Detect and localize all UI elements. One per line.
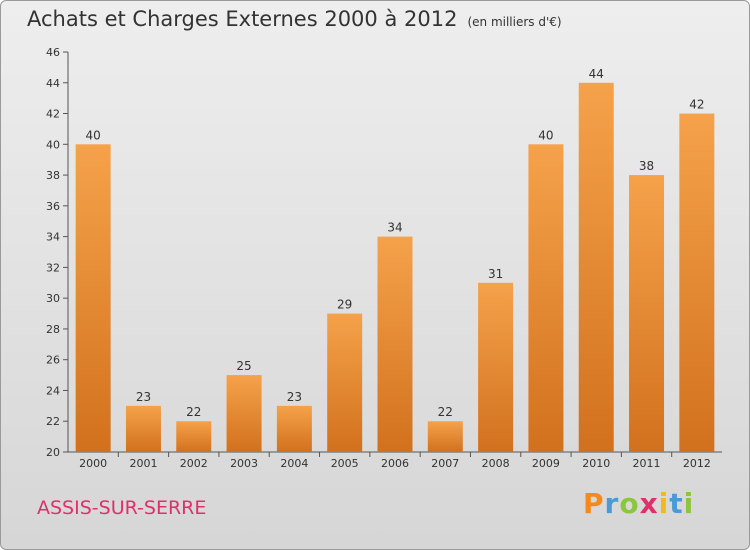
- x-tick-label: 2004: [280, 457, 308, 470]
- x-tick-label: 2007: [431, 457, 459, 470]
- logo-letter: i: [683, 487, 695, 520]
- bar: [478, 282, 514, 452]
- data-label: 40: [538, 128, 553, 142]
- x-tick-label: 2006: [381, 457, 409, 470]
- x-tick-label: 2000: [79, 457, 107, 470]
- y-tick-label: 28: [46, 323, 60, 336]
- bar: [629, 175, 665, 453]
- chart-title: Achats et Charges Externes 2000 à 2012 (e…: [27, 7, 562, 31]
- x-tick-label: 2005: [331, 457, 359, 470]
- data-label: 23: [287, 390, 302, 404]
- y-tick-label: 22: [46, 415, 60, 428]
- x-tick-label: 2002: [180, 457, 208, 470]
- data-label: 25: [236, 359, 251, 373]
- bar: [327, 313, 363, 452]
- x-axis: 2000 2001 2002 2003 2004 2005 2006 2007 2008 2009…: [68, 451, 722, 470]
- city-name: ASSIS-SUR-SERRE: [37, 497, 207, 519]
- x-tick-label: 2003: [230, 457, 258, 470]
- y-tick-label: 20: [46, 446, 60, 459]
- bar: [125, 405, 161, 452]
- y-axis: 20 22 24 26 28 30 32 34 36 38 40 42 44 46: [46, 46, 69, 459]
- y-tick-label: 38: [46, 169, 60, 182]
- bar: [226, 375, 262, 452]
- data-label: 29: [337, 298, 352, 312]
- bar: [276, 405, 312, 452]
- logo-letter: o: [619, 487, 640, 520]
- bar: [578, 82, 614, 453]
- data-label: 34: [387, 221, 402, 235]
- data-label: 42: [689, 98, 704, 112]
- x-tick-label: 2008: [482, 457, 510, 470]
- logo-letter: x: [639, 487, 659, 520]
- x-tick-label: 2011: [633, 457, 661, 470]
- y-tick-label: 44: [46, 77, 60, 90]
- logo-letter: P: [583, 487, 605, 520]
- y-tick-label: 36: [46, 200, 60, 213]
- x-tick-label: 2009: [532, 457, 560, 470]
- y-tick-label: 26: [46, 354, 60, 367]
- bar: [377, 236, 413, 452]
- y-tick-label: 32: [46, 261, 60, 274]
- data-label: 22: [186, 405, 201, 419]
- proxiti-logo: Proxiti: [583, 487, 694, 520]
- chart-title-text: Achats et Charges Externes 2000 à 2012: [27, 7, 458, 31]
- data-label: 31: [488, 267, 503, 281]
- bars: 40 23 22 25 23 29 34 22 31 40 44 38 42: [75, 67, 715, 453]
- logo-letter: r: [604, 487, 620, 520]
- y-tick-label: 24: [46, 384, 60, 397]
- bar: [75, 144, 111, 453]
- y-tick-label: 30: [46, 292, 60, 305]
- data-label: 44: [589, 67, 604, 81]
- bar: [176, 421, 212, 452]
- data-label: 38: [639, 159, 654, 173]
- x-tick-label: 2001: [129, 457, 157, 470]
- data-label: 22: [438, 405, 453, 419]
- y-tick-label: 42: [46, 108, 60, 121]
- y-tick-label: 46: [46, 46, 60, 59]
- logo-letter: i: [658, 487, 670, 520]
- chart-subtitle: (en milliers d'€): [467, 15, 562, 29]
- logo-letter: t: [669, 487, 684, 520]
- x-tick-label: 2010: [582, 457, 610, 470]
- bar: [427, 421, 463, 452]
- bar: [679, 113, 715, 453]
- data-label: 23: [136, 390, 151, 404]
- data-label: 40: [86, 128, 101, 142]
- y-tick-label: 40: [46, 138, 60, 151]
- x-tick-label: 2012: [683, 457, 711, 470]
- bar: [528, 144, 564, 453]
- y-tick-label: 34: [46, 231, 60, 244]
